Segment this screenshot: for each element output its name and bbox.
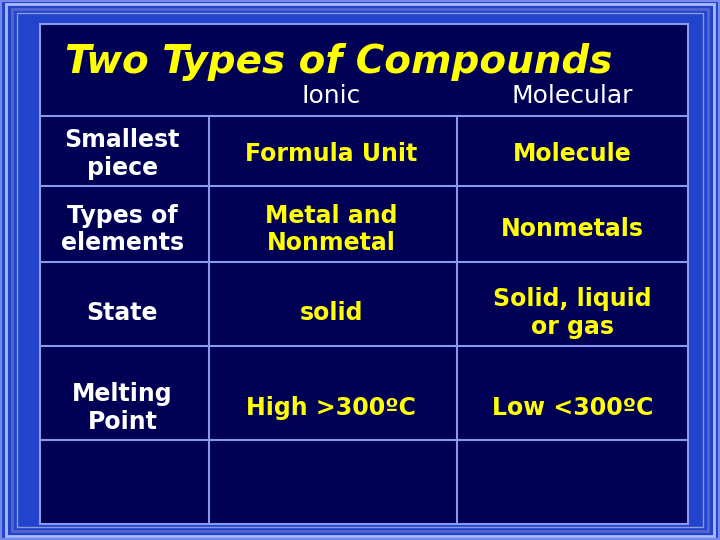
Text: Molecular: Molecular — [512, 84, 633, 108]
Text: Nonmetals: Nonmetals — [501, 218, 644, 241]
Text: Melting
Point: Melting Point — [72, 382, 173, 434]
Text: State: State — [86, 301, 158, 325]
Text: Metal and
Nonmetal: Metal and Nonmetal — [265, 204, 397, 255]
Text: Solid, liquid
or gas: Solid, liquid or gas — [493, 287, 652, 339]
Text: Low <300ºC: Low <300ºC — [492, 396, 653, 420]
Text: Ionic: Ionic — [302, 84, 361, 108]
Bar — [40, 24, 688, 524]
Text: Molecule: Molecule — [513, 142, 631, 166]
Text: solid: solid — [300, 301, 363, 325]
Text: High >300ºC: High >300ºC — [246, 396, 416, 420]
Text: Formula Unit: Formula Unit — [245, 142, 418, 166]
Text: Two Types of Compounds: Two Types of Compounds — [65, 43, 612, 81]
Text: Types of
elements: Types of elements — [60, 204, 184, 255]
Text: Smallest
piece: Smallest piece — [65, 128, 180, 180]
